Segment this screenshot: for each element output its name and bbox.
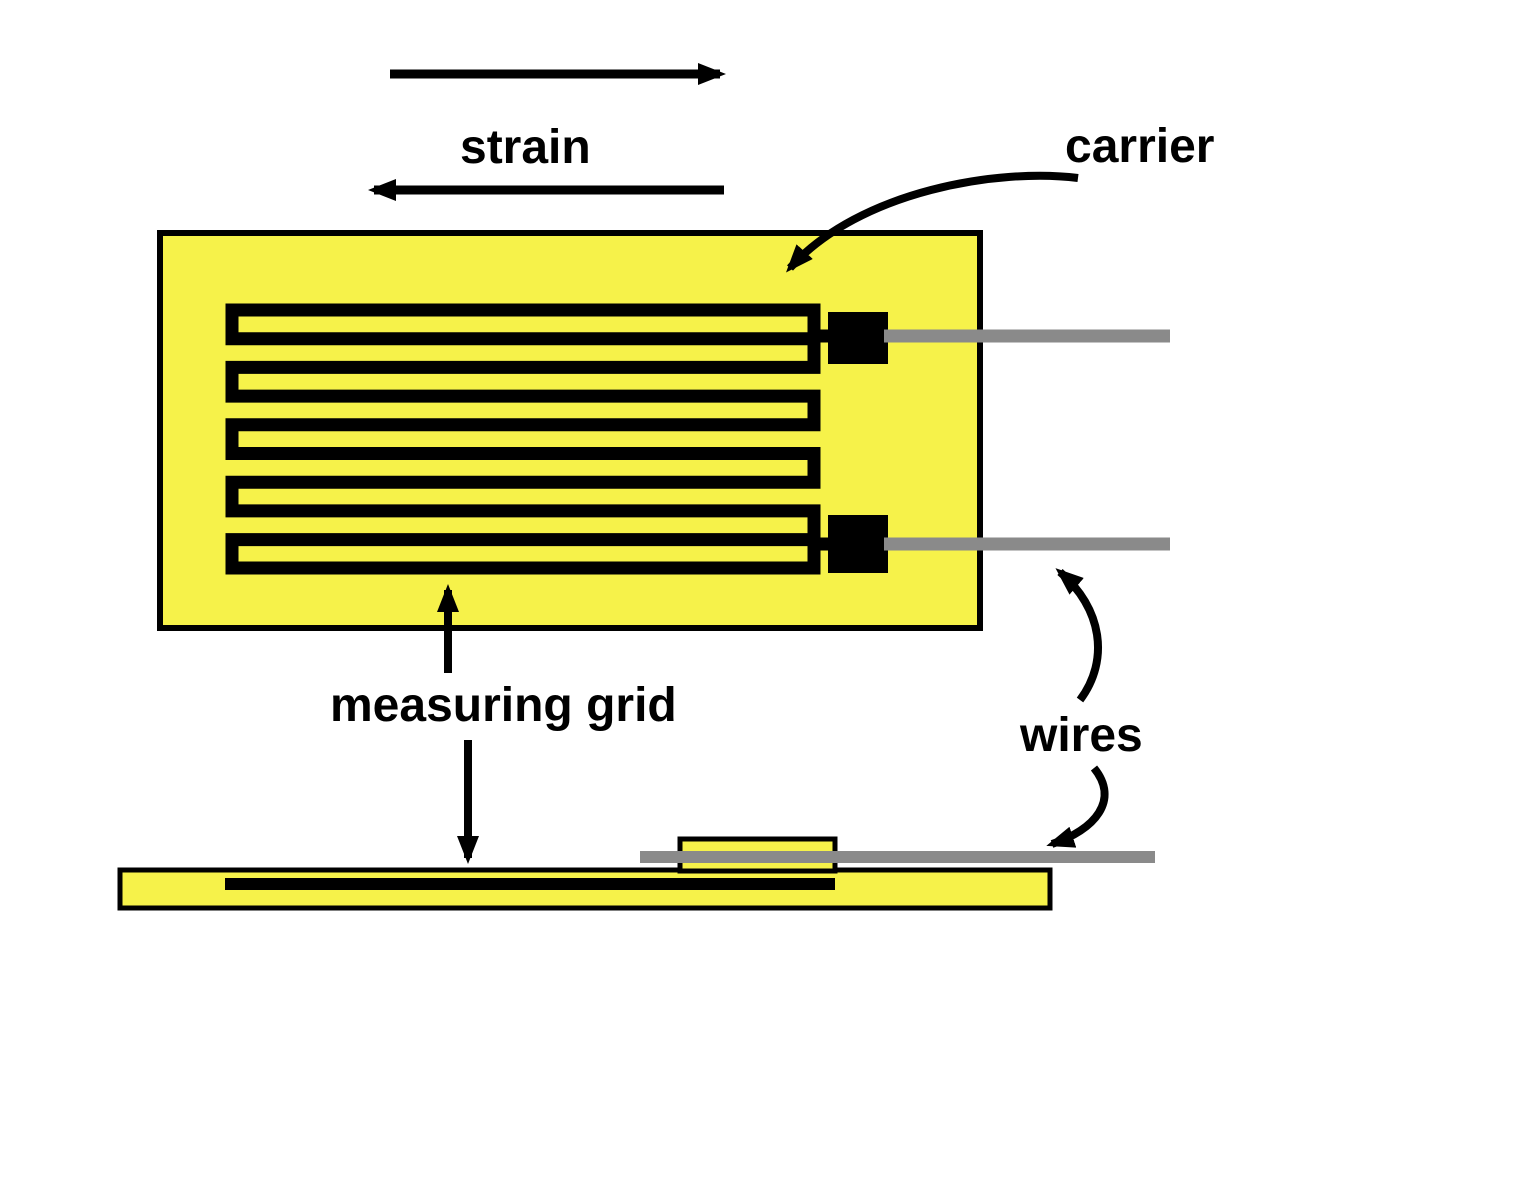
wires-leader-down — [1052, 768, 1105, 844]
strain-label: strain — [460, 120, 591, 175]
solder-pad-upper — [828, 312, 888, 364]
wires-label: wires — [1020, 708, 1143, 763]
solder-pad-lower — [828, 515, 888, 573]
strain-gauge-diagram — [0, 0, 1536, 1191]
carrier-label: carrier — [1065, 119, 1214, 174]
wires-leader-up — [1060, 572, 1098, 700]
measuring-grid-label: measuring grid — [330, 678, 677, 733]
